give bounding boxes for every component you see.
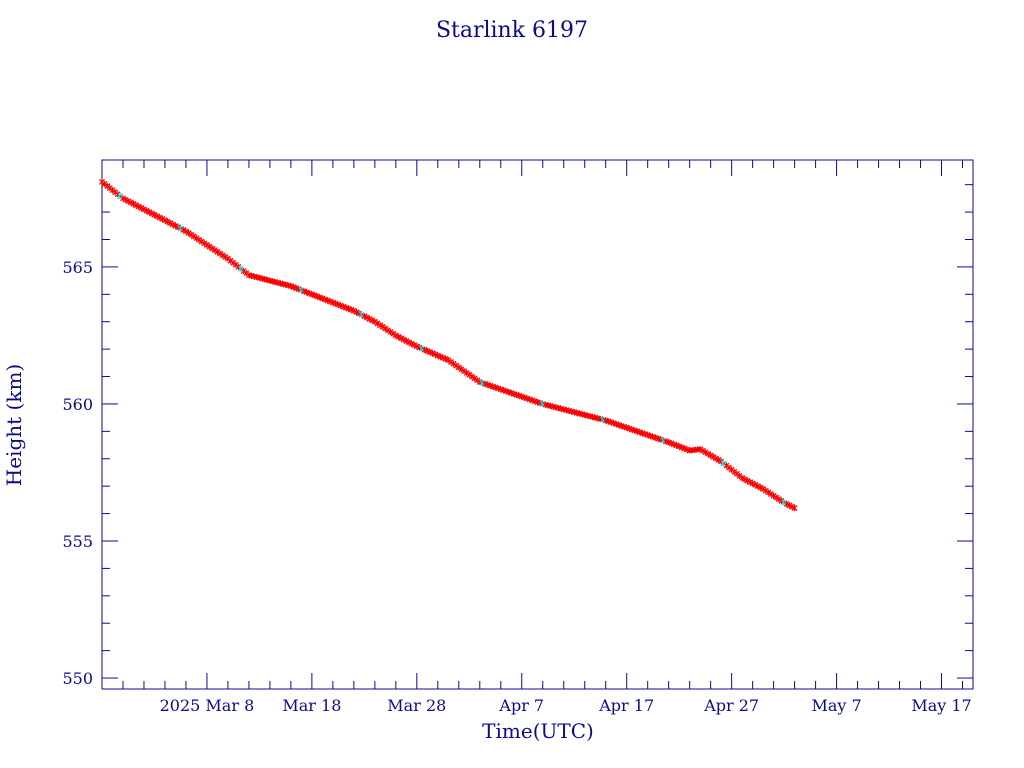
- data-point: [385, 327, 391, 334]
- x-tick-label: Apr 27: [703, 696, 759, 715]
- data-point: [204, 241, 210, 248]
- x-axis-label: Time(UTC): [482, 719, 594, 743]
- data-point: [211, 247, 218, 254]
- y-tick-label: 555: [62, 532, 93, 551]
- data-series: [99, 178, 798, 512]
- data-point: [770, 492, 777, 499]
- x-tick-label: Mar 18: [282, 696, 341, 715]
- data-point: [183, 228, 189, 235]
- data-point: [374, 320, 381, 327]
- data-point: [765, 489, 772, 496]
- data-point: [188, 231, 195, 238]
- plot-frame: [101, 159, 974, 690]
- x-tick-label: Apr 17: [598, 696, 654, 715]
- series-line: [101, 181, 795, 509]
- data-point: [214, 248, 221, 255]
- data-point: [196, 236, 202, 243]
- x-tick-label: Mar 28: [387, 696, 446, 715]
- chart-title: Starlink 6197: [436, 18, 588, 43]
- data-point: [185, 229, 192, 236]
- y-tick-label: 550: [62, 669, 93, 688]
- data-point: [209, 245, 216, 252]
- data-point: [778, 497, 785, 504]
- x-tick-label: 2025 Mar 8: [160, 696, 255, 715]
- data-point: [217, 250, 223, 257]
- data-point: [768, 491, 774, 498]
- data-point: [382, 325, 389, 332]
- data-point: [206, 243, 213, 250]
- y-tick-label: 565: [62, 258, 93, 277]
- data-point: [762, 487, 769, 494]
- data-point: [379, 323, 386, 330]
- data-point: [201, 240, 208, 247]
- data-point: [222, 253, 229, 260]
- data-point: [198, 238, 205, 245]
- data-point: [190, 233, 197, 240]
- data-point: [791, 505, 798, 512]
- data-point: [219, 252, 226, 259]
- data-point: [193, 235, 200, 242]
- data-point: [775, 496, 782, 503]
- y-axis-label: Height (km): [2, 364, 26, 486]
- data-point: [760, 485, 767, 492]
- data-point: [371, 318, 378, 325]
- data-point: [377, 322, 384, 329]
- data-point: [773, 494, 780, 501]
- x-tick-label: May 17: [911, 696, 971, 715]
- y-tick-label: 560: [62, 395, 93, 414]
- x-tick-label: Apr 7: [498, 696, 544, 715]
- x-tick-label: May 7: [811, 696, 861, 715]
- axis-ticks: 2025 Mar 8 Mar 18 Mar 28 Apr 7 Apr 17 Apr 27 M…: [62, 160, 973, 715]
- data-point: [387, 328, 394, 335]
- data-point: [390, 330, 397, 337]
